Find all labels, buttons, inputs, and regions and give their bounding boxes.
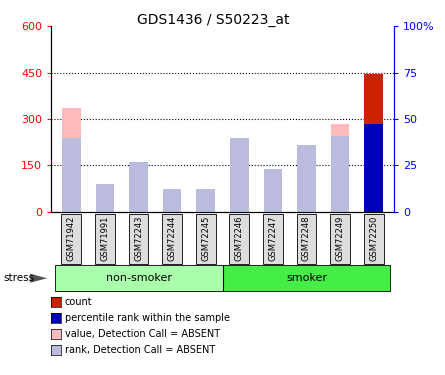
Bar <box>96 184 114 212</box>
Bar <box>129 162 148 212</box>
Bar <box>96 202 114 212</box>
Text: GSM72248: GSM72248 <box>302 215 311 261</box>
Text: non-smoker: non-smoker <box>105 273 171 283</box>
Bar <box>129 214 149 264</box>
Bar <box>364 74 383 212</box>
Bar <box>330 214 350 264</box>
Text: smoker: smoker <box>286 273 327 283</box>
Polygon shape <box>30 274 47 283</box>
Text: GSM72243: GSM72243 <box>134 215 143 261</box>
Text: GSM72249: GSM72249 <box>336 215 344 261</box>
Bar <box>129 162 148 212</box>
Text: GSM71942: GSM71942 <box>67 215 76 261</box>
Text: GSM72245: GSM72245 <box>201 215 210 261</box>
Bar <box>230 138 249 212</box>
Bar <box>196 189 215 212</box>
Text: GSM72244: GSM72244 <box>168 215 177 261</box>
Bar <box>296 214 316 264</box>
Bar <box>331 124 349 212</box>
Bar <box>163 189 182 212</box>
Text: GSM71991: GSM71991 <box>101 215 109 261</box>
Bar <box>229 214 249 264</box>
Bar <box>222 265 390 291</box>
Text: percentile rank within the sample: percentile rank within the sample <box>65 313 230 323</box>
Text: GSM72247: GSM72247 <box>268 215 277 261</box>
Text: value, Detection Call = ABSENT: value, Detection Call = ABSENT <box>65 329 220 339</box>
Bar <box>263 169 282 212</box>
Bar <box>55 265 222 291</box>
Bar <box>230 146 249 212</box>
Bar <box>263 170 282 212</box>
Bar <box>95 214 115 264</box>
Bar <box>61 214 81 264</box>
Bar <box>297 146 316 212</box>
Bar <box>263 214 283 264</box>
Bar <box>331 136 349 212</box>
Bar <box>196 214 216 264</box>
Text: count: count <box>65 297 92 307</box>
Bar <box>297 147 316 212</box>
Text: rank, Detection Call = ABSENT: rank, Detection Call = ABSENT <box>65 345 215 355</box>
Text: GDS1436 / S50223_at: GDS1436 / S50223_at <box>138 13 290 27</box>
Bar <box>62 108 81 212</box>
Bar <box>196 195 215 212</box>
Text: GSM72250: GSM72250 <box>369 215 378 261</box>
Bar <box>162 214 182 264</box>
Bar <box>62 138 81 212</box>
Text: stress: stress <box>4 273 35 283</box>
Bar <box>364 124 383 212</box>
Bar <box>163 189 182 212</box>
Bar <box>364 214 384 264</box>
Text: GSM72246: GSM72246 <box>235 215 244 261</box>
